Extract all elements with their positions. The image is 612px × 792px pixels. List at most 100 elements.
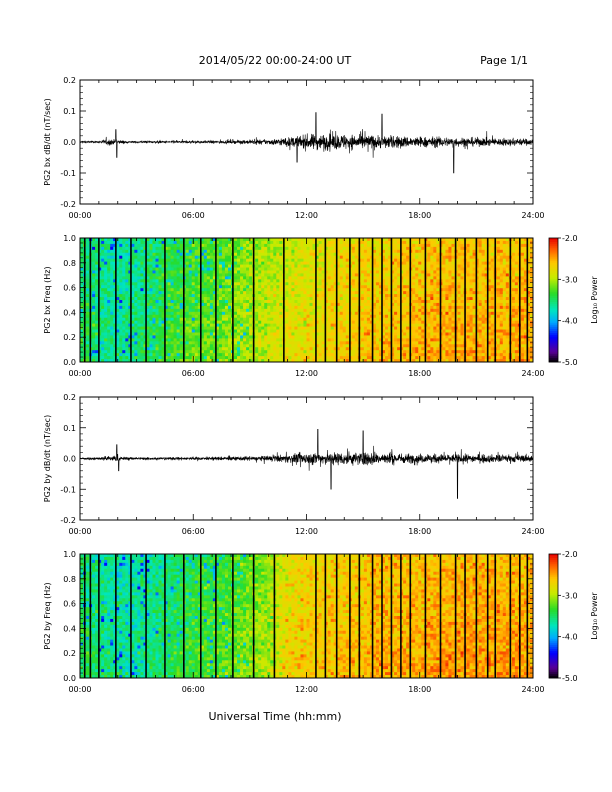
spectrogram-cell [209,249,214,254]
spectrogram-cell [134,238,138,242]
spectrogram-cell [209,335,214,339]
spectrogram-cell [98,317,102,322]
spectrogram-cell [294,252,298,257]
spectrogram-cell [430,285,434,289]
spectrogram-cell [143,356,147,360]
spectrogram-cell [394,300,398,304]
spectrogram-cell [294,300,298,304]
spectrogram-cell [86,320,90,325]
spectrogram-cell [119,238,123,242]
spectrogram-cell [191,332,196,336]
spectrogram-cell [146,320,150,325]
spectrogram-cell [382,317,386,322]
spectrogram-cell [312,276,316,280]
spectrogram-cell [388,240,392,245]
spectrogram-cell [161,305,165,310]
spectrogram-cell [92,353,96,357]
spectrogram-cell [415,332,419,336]
spectrogram-cell [342,335,347,339]
spectrogram-cell [92,294,96,298]
spectrogram-cell [131,300,135,304]
spectrogram-cell [294,332,298,336]
spectrogram-cell [200,297,205,301]
spectrogram-cell [116,332,120,336]
spectrogram-cell [372,246,377,251]
spectrogram-cell [421,249,425,254]
spectrogram-cell [243,282,247,286]
spectrogram-cell [315,255,319,260]
spectrogram-cell [98,255,102,260]
spectrogram-cell [215,258,220,263]
spectrogram-cell [415,347,419,351]
spectrogram-cell [234,273,238,277]
spectrogram-cell [131,314,135,319]
spectrogram-cell [406,302,410,307]
spectrogram-cell [321,356,326,360]
spectrogram-cell [412,320,416,325]
spectrogram-cell [315,359,319,363]
spectrogram-cell [249,338,253,342]
spectrogram-cell [185,238,190,242]
spectrogram-cell [312,273,316,277]
spectrogram-cell [243,240,247,245]
spectrogram-cell [412,288,416,292]
spectrogram-cell [197,344,202,348]
spectrogram-cell [194,341,199,345]
spectrogram-cell [363,335,368,339]
spectrogram-cell [92,291,96,295]
spectrogram-cell [194,338,199,342]
spectrogram-cell [149,341,153,345]
spectrogram-cell [363,267,368,271]
spectrogram-cell [315,323,319,327]
spectrogram-cell [318,249,322,254]
spectrogram-cell [427,288,431,292]
spectrogram-cell [234,285,238,289]
spectrogram-cell [255,238,259,242]
spectrogram-cell [264,311,268,316]
spectrogram-cell [249,240,253,245]
spectrogram-cell [321,264,326,268]
spectrogram-cell [421,302,425,307]
spectrogram-cell [394,314,398,319]
spectrogram-cell [125,258,129,263]
spectrogram-cell [288,270,292,274]
spectrogram-cell [415,288,419,292]
spectrogram-cell [415,311,419,316]
spectrogram-cell [224,264,229,268]
spectrogram-cell [300,317,304,322]
spectrogram-cell [336,261,341,265]
spectrogram-cell [285,255,289,260]
spectrogram-cell [276,273,280,277]
spectrogram-cell [345,288,350,292]
spectrogram-cell [403,344,407,348]
spectrogram-cell [285,270,289,274]
spectrogram-cell [300,276,304,280]
spectrogram-cell [140,276,144,280]
spectrogram-cell [179,314,184,319]
spectrogram-cell [122,350,126,354]
spectrogram-cell [146,347,150,351]
spectrogram-cell [104,285,108,289]
spectrogram-cell [427,282,431,286]
spectrogram-cell [378,332,383,336]
spectrogram-cell [116,317,120,322]
spectrogram-cell [363,276,368,280]
spectrogram-cell [221,332,226,336]
spectrogram-cell [327,341,332,345]
spectrogram-cell [415,270,419,274]
spectrogram-cell [270,347,274,351]
spectrogram-cell [203,249,208,254]
spectrogram-cell [249,317,253,322]
spectrogram-cell [240,314,244,319]
spectrogram-cell [378,341,383,345]
spectrogram-cell [197,267,202,271]
spectrogram-cell [318,276,322,280]
spectrogram-cell [197,238,202,242]
spectrogram-cell [412,332,416,336]
spectrogram-cell [125,279,129,283]
spectrogram-cell [306,350,310,354]
spectrogram-cell [267,258,271,263]
spectrogram-cell [191,294,196,298]
spectrogram-cell [291,300,295,304]
spectrogram-cell [354,305,359,310]
